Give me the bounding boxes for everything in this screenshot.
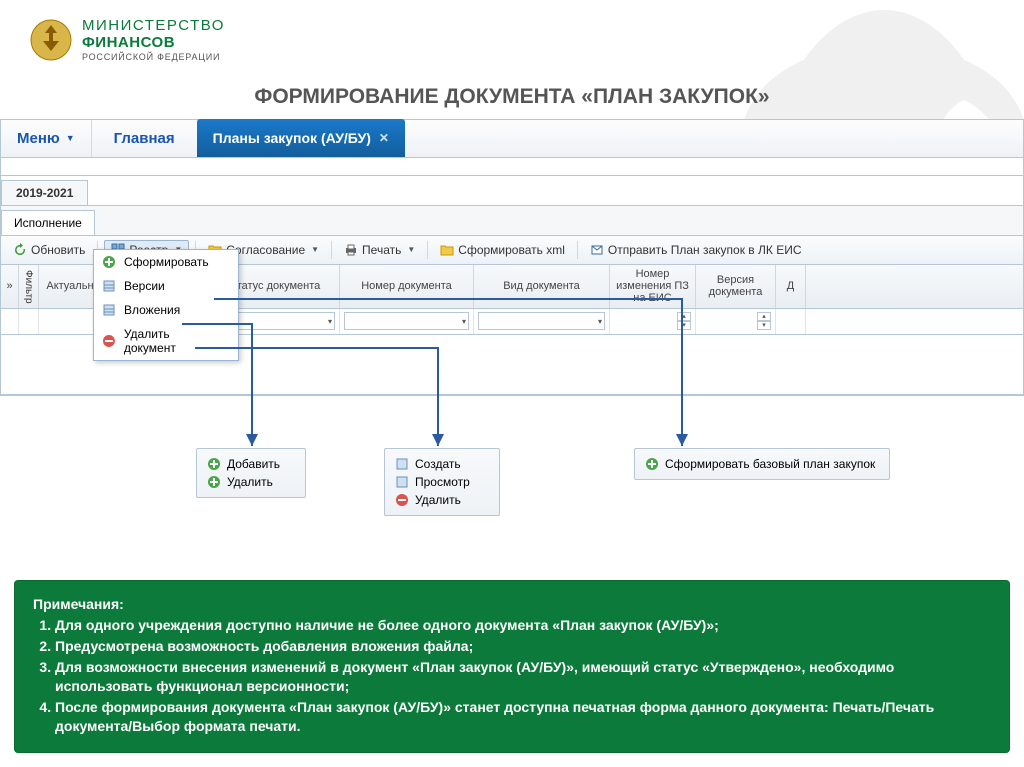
delete-icon <box>102 334 116 348</box>
col-doctype[interactable]: Вид документа <box>474 265 610 308</box>
notes-title: Примечания: <box>33 595 991 615</box>
col-d[interactable]: Д <box>776 265 806 308</box>
year-tab[interactable]: 2019-2021 <box>1 180 88 205</box>
note-item: Предусмотрена возможность добавления вло… <box>55 637 991 657</box>
registry-attachments-item[interactable]: Вложения <box>94 298 238 322</box>
close-icon[interactable]: ✕ <box>379 131 389 145</box>
registry-form-item[interactable]: Сформировать <box>94 250 238 274</box>
versions-popup: Добавить Удалить <box>196 448 306 498</box>
chg-spinner[interactable]: ▴▾ <box>677 312 691 330</box>
grid-icon <box>395 475 409 489</box>
tab-bar: Меню ▼ Главная Планы закупок (АУ/БУ) ✕ <box>1 120 1023 158</box>
form-base-item[interactable]: Сформировать базовый план закупок <box>645 455 879 473</box>
versions-add-item[interactable]: Добавить <box>207 455 295 473</box>
grid-icon <box>102 279 116 293</box>
registry-delete-item[interactable]: Удалить документ <box>94 322 238 360</box>
ver-spinner[interactable]: ▴▾ <box>757 312 771 330</box>
org-line1: МИНИСТЕРСТВО <box>82 18 225 35</box>
grid-icon <box>102 303 116 317</box>
tab-active[interactable]: Планы закупок (АУ/БУ) ✕ <box>197 119 405 157</box>
notes-list: Для одного учреждения доступно наличие н… <box>55 616 991 737</box>
plus-icon <box>207 457 221 471</box>
app-window: Меню ▼ Главная Планы закупок (АУ/БУ) ✕ 2… <box>0 119 1024 396</box>
print-button[interactable]: Печать ▼ <box>338 241 421 259</box>
number-filter-combo[interactable]: ▾ <box>344 312 469 330</box>
menu-button[interactable]: Меню ▼ <box>1 120 92 157</box>
exec-tab[interactable]: Исполнение <box>1 210 95 235</box>
note-item: После формирования документа «План закуп… <box>55 698 991 737</box>
year-tabs: 2019-2021 <box>1 176 1023 206</box>
tab-active-label: Планы закупок (АУ/БУ) <box>213 130 371 146</box>
chevron-down-icon: ▼ <box>407 245 415 254</box>
plus-icon <box>645 457 659 471</box>
plus-icon <box>207 475 221 489</box>
expand-column-toggle[interactable]: » <box>1 265 19 308</box>
attach-del-item[interactable]: Удалить <box>395 491 489 509</box>
filter-side-label[interactable]: Фильтр <box>19 265 39 308</box>
form-xml-button[interactable]: Сформировать xml <box>434 241 571 259</box>
menu-label: Меню <box>17 130 60 147</box>
registry-dropdown: Сформировать Версии Вложения Удалить док… <box>93 249 239 361</box>
attachments-popup: Создать Просмотр Удалить <box>384 448 500 516</box>
tab-main[interactable]: Главная <box>92 120 197 157</box>
attach-view-item[interactable]: Просмотр <box>395 473 489 491</box>
printer-icon <box>344 243 358 257</box>
attach-create-item[interactable]: Создать <box>395 455 489 473</box>
exec-tabs: Исполнение <box>1 206 1023 236</box>
col-number[interactable]: Номер документа <box>340 265 474 308</box>
col-ver[interactable]: Версия документа <box>696 265 776 308</box>
folder-icon <box>440 243 454 257</box>
tab-main-label: Главная <box>114 130 175 147</box>
send-button[interactable]: Отправить План закупок в ЛК ЕИС <box>584 241 808 259</box>
note-item: Для одного учреждения доступно наличие н… <box>55 616 991 636</box>
note-item: Для возможности внесения изменений в док… <box>55 658 991 697</box>
send-icon <box>590 243 604 257</box>
refresh-icon <box>13 243 27 257</box>
org-line2: ФИНАНСОВ <box>82 35 225 52</box>
grid-icon <box>395 457 409 471</box>
versions-del-item[interactable]: Удалить <box>207 473 295 491</box>
form-popup: Сформировать базовый план закупок <box>634 448 890 480</box>
notes-panel: Примечания: Для одного учреждения доступ… <box>14 580 1010 753</box>
chevron-down-icon: ▼ <box>311 245 319 254</box>
delete-icon <box>395 493 409 507</box>
refresh-button[interactable]: Обновить <box>7 241 91 259</box>
chevron-down-icon: ▼ <box>66 133 75 143</box>
col-chg[interactable]: Номер изменения ПЗ на ЕИС <box>610 265 696 308</box>
plus-icon <box>102 255 116 269</box>
registry-versions-item[interactable]: Версии <box>94 274 238 298</box>
emblem-icon <box>30 19 72 61</box>
doctype-filter-combo[interactable]: ▾ <box>478 312 605 330</box>
org-line3: РОССИЙСКОЙ ФЕДЕРАЦИИ <box>82 53 225 63</box>
page-title: ФОРМИРОВАНИЕ ДОКУМЕНТА «ПЛАН ЗАКУПОК» <box>0 85 1024 109</box>
page-header: МИНИСТЕРСТВО ФИНАНСОВ РОССИЙСКОЙ ФЕДЕРАЦ… <box>0 0 1024 71</box>
